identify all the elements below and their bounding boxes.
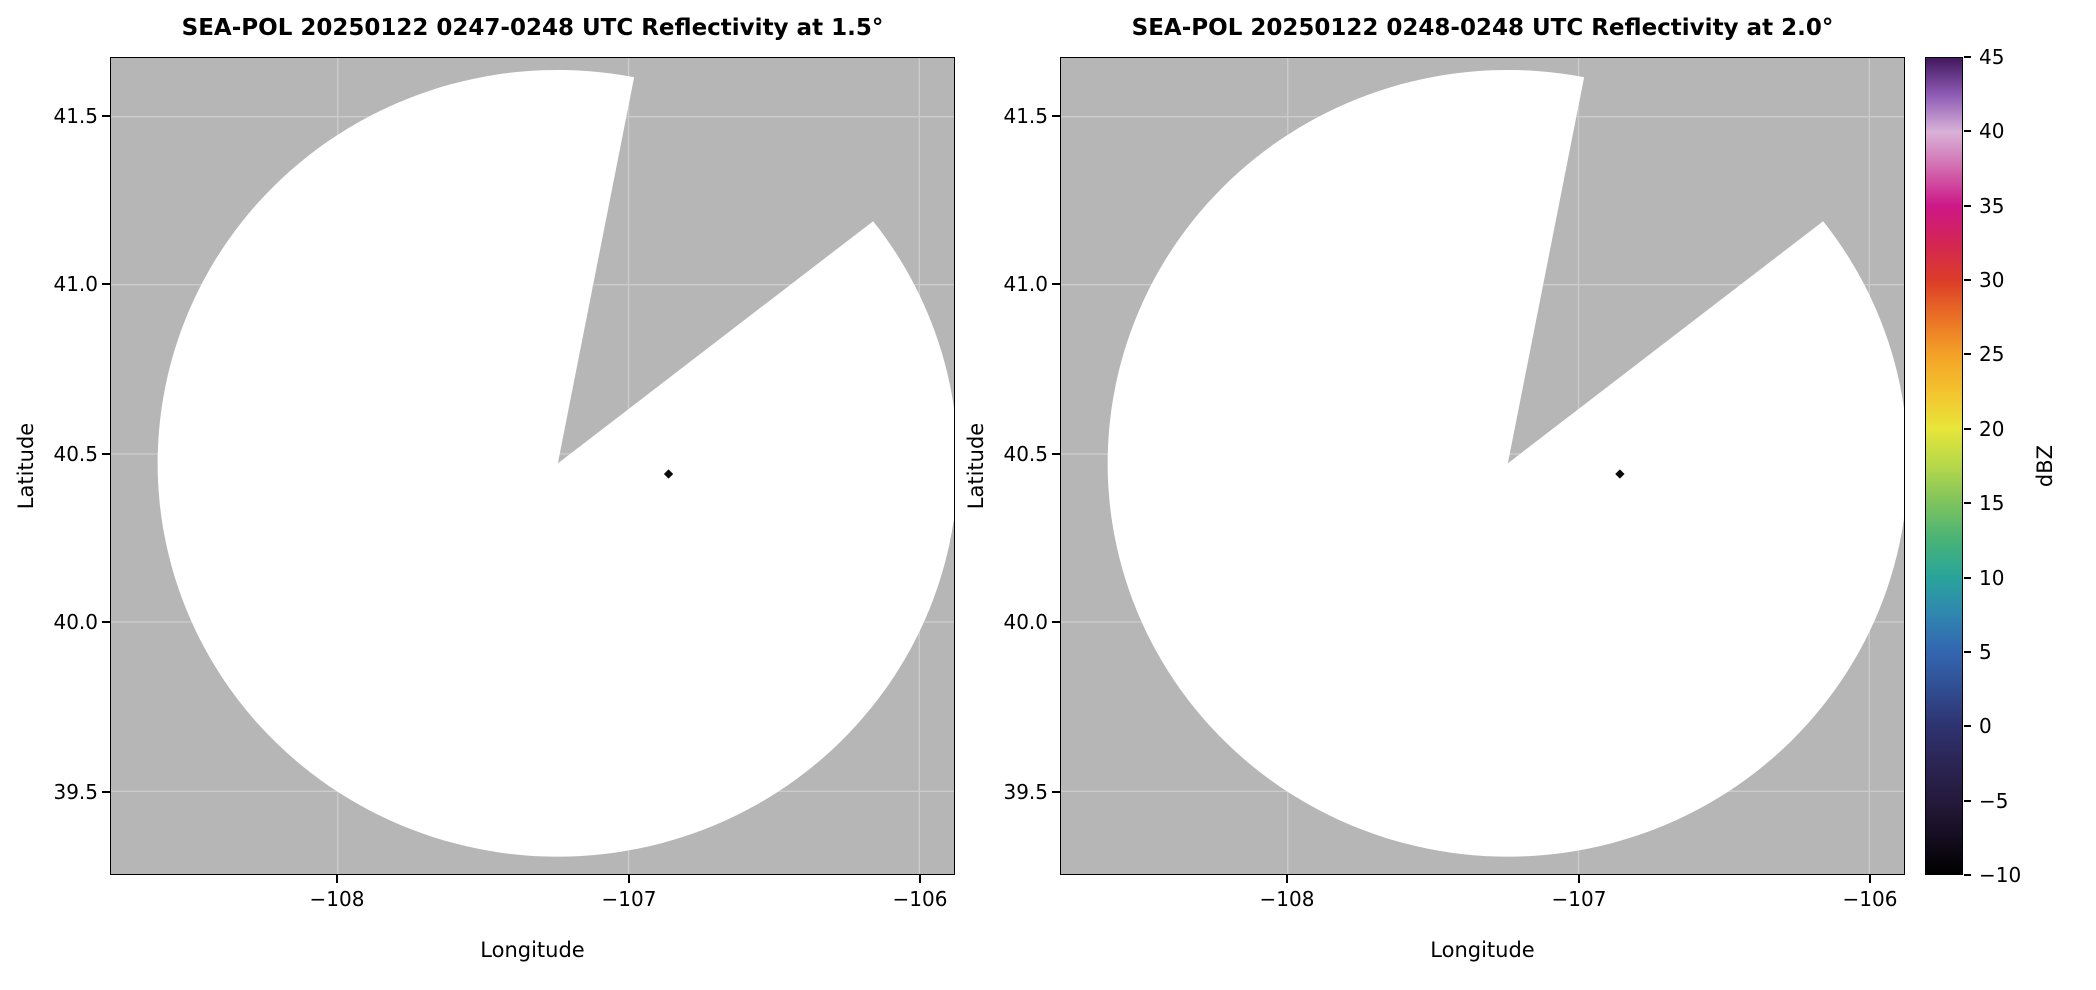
colorbar-tick-label: 10 bbox=[1979, 566, 2005, 590]
y-tick bbox=[102, 283, 110, 285]
colorbar: 45 40 35 30 25 20 15 10 5 0 −5 −10 dBZ bbox=[1925, 46, 2096, 886]
y-axis-label: Latitude bbox=[964, 422, 988, 510]
plot-title: SEA-POL 20250122 0248-0248 UTC Reflectiv… bbox=[1131, 15, 1834, 41]
colorbar-tick bbox=[1964, 874, 1971, 876]
radar-ppi-plot bbox=[111, 58, 954, 874]
x-tick bbox=[1286, 875, 1288, 883]
x-tick bbox=[336, 875, 338, 883]
plot-title: SEA-POL 20250122 0247-0248 UTC Reflectiv… bbox=[181, 15, 884, 41]
x-tick-label: −106 bbox=[892, 887, 948, 911]
y-axis-label-box: Latitude bbox=[8, 57, 44, 875]
coverage-area bbox=[157, 70, 954, 857]
y-tick bbox=[1052, 115, 1060, 117]
colorbar-tick bbox=[1964, 800, 1971, 802]
plot-axes bbox=[110, 57, 955, 875]
x-tick-label: −107 bbox=[601, 887, 657, 911]
colorbar-tick-label: 0 bbox=[1979, 714, 1992, 738]
y-axis-label: Latitude bbox=[14, 422, 38, 510]
colorbar-tick bbox=[1964, 428, 1971, 430]
x-axis-label: Longitude bbox=[1430, 938, 1535, 962]
x-tick bbox=[1578, 875, 1580, 883]
colorbar-tick bbox=[1964, 130, 1971, 132]
coverage-area bbox=[1107, 70, 1904, 857]
y-tick-label: 40.5 bbox=[1003, 442, 1048, 466]
y-tick bbox=[1052, 791, 1060, 793]
colorbar-tick-label: 25 bbox=[1979, 342, 2005, 366]
colorbar-tick bbox=[1964, 279, 1971, 281]
colorbar-tick-label: 30 bbox=[1979, 268, 2005, 292]
x-axis-label: Longitude bbox=[480, 938, 585, 962]
x-tick-label: −108 bbox=[1259, 887, 1315, 911]
colorbar-tick bbox=[1964, 205, 1971, 207]
colorbar-tick-label: 35 bbox=[1979, 194, 2005, 218]
x-tick-label: −106 bbox=[1842, 887, 1898, 911]
colorbar-tick bbox=[1964, 725, 1971, 727]
colorbar-tick-label: 5 bbox=[1979, 640, 1992, 664]
y-tick-label: 41.5 bbox=[1003, 104, 1048, 128]
colorbar-label: dBZ bbox=[2033, 444, 2057, 488]
colorbar-tick-label: −10 bbox=[1979, 863, 2022, 887]
y-tick bbox=[102, 791, 110, 793]
colorbar-tick bbox=[1964, 502, 1971, 504]
colorbar-gradient bbox=[1925, 57, 1963, 875]
x-tick bbox=[919, 875, 921, 883]
plot-axes bbox=[1060, 57, 1905, 875]
colorbar-tick-label: 40 bbox=[1979, 119, 2005, 143]
y-tick-label: 39.5 bbox=[1003, 780, 1048, 804]
y-tick-label: 41.5 bbox=[53, 104, 98, 128]
colorbar-tick-label: −5 bbox=[1979, 789, 2009, 813]
y-tick-label: 40.0 bbox=[53, 610, 98, 634]
x-tick-label: −108 bbox=[309, 887, 365, 911]
y-tick-label: 40.5 bbox=[53, 442, 98, 466]
y-tick bbox=[102, 621, 110, 623]
y-tick bbox=[102, 115, 110, 117]
radar-ppi-plot bbox=[1061, 58, 1904, 874]
echo-pixel bbox=[1615, 469, 1625, 479]
y-tick bbox=[1052, 283, 1060, 285]
y-tick-label: 39.5 bbox=[53, 780, 98, 804]
colorbar-tick-label: 15 bbox=[1979, 491, 2005, 515]
x-tick bbox=[628, 875, 630, 883]
colorbar-tick-label: 20 bbox=[1979, 417, 2005, 441]
y-tick bbox=[1052, 621, 1060, 623]
y-tick bbox=[102, 453, 110, 455]
y-tick bbox=[1052, 453, 1060, 455]
colorbar-tick bbox=[1964, 56, 1971, 58]
x-tick-label: −107 bbox=[1551, 887, 1607, 911]
colorbar-label-box: dBZ bbox=[2030, 57, 2060, 875]
x-tick bbox=[1869, 875, 1871, 883]
radar-panel-2: SEA-POL 20250122 0248-0248 UTC Reflectiv… bbox=[964, 0, 1905, 990]
y-axis-label-box: Latitude bbox=[958, 57, 994, 875]
colorbar-tick bbox=[1964, 353, 1971, 355]
radar-panel-1: SEA-POL 20250122 0247-0248 UTC Reflectiv… bbox=[14, 0, 955, 990]
y-tick-label: 41.0 bbox=[1003, 272, 1048, 296]
y-tick-label: 41.0 bbox=[53, 272, 98, 296]
colorbar-tick-label: 45 bbox=[1979, 45, 2005, 69]
colorbar-tick bbox=[1964, 651, 1971, 653]
y-tick-label: 40.0 bbox=[1003, 610, 1048, 634]
colorbar-tick bbox=[1964, 577, 1971, 579]
echo-pixel bbox=[663, 469, 674, 479]
